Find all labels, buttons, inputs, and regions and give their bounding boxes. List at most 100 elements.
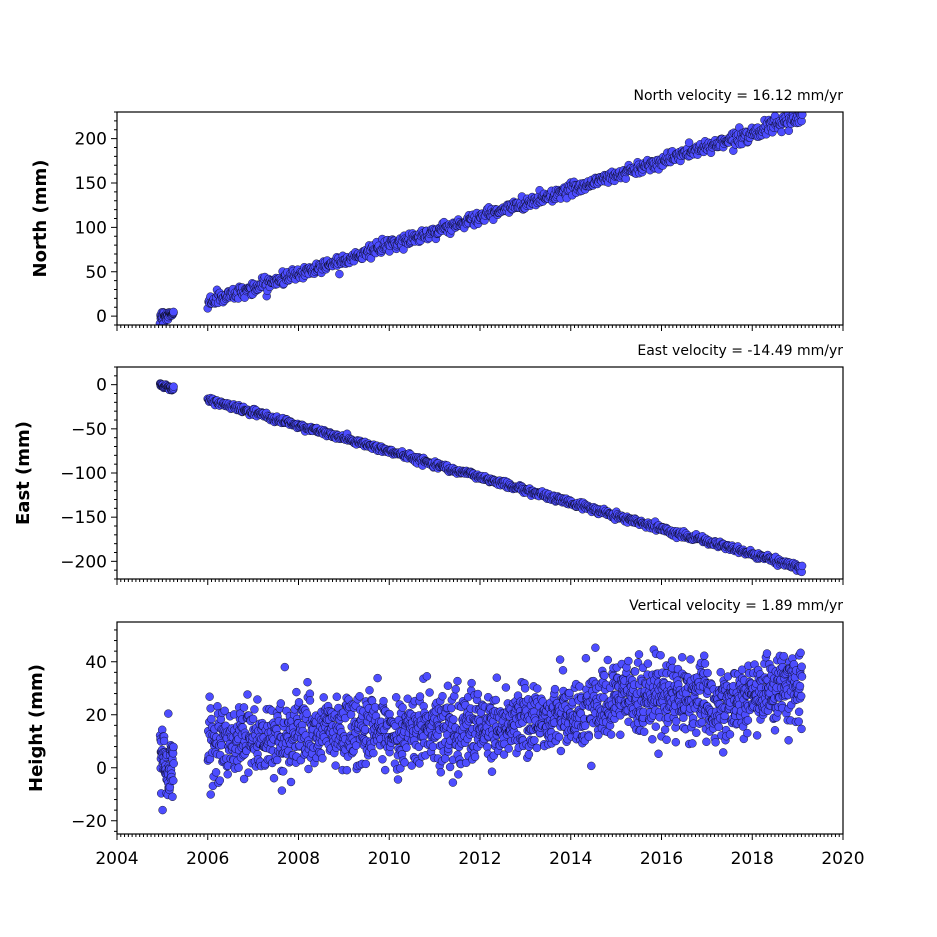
data-point	[438, 692, 447, 701]
data-point	[648, 735, 657, 744]
data-point	[280, 662, 289, 672]
data-point	[554, 732, 564, 742]
data-point	[797, 561, 807, 571]
data-point	[692, 728, 701, 737]
data-point	[453, 676, 462, 686]
data-point	[385, 709, 394, 719]
data-point	[448, 778, 458, 787]
data-point	[213, 702, 222, 711]
data-point	[700, 659, 710, 668]
data-point	[797, 691, 806, 701]
data-point	[524, 750, 534, 759]
data-point	[703, 668, 712, 678]
data-point	[164, 709, 173, 718]
data-point	[400, 758, 409, 767]
chart-panel-2: 0 −50 −100 −150 −200 East (mm) East velocity =…	[13, 343, 844, 585]
data-point	[168, 792, 177, 801]
data-point	[565, 688, 574, 698]
y-axis-label: Height (mm)	[26, 664, 47, 792]
data-points	[155, 643, 807, 815]
velocity-title: North velocity = 16.12 mm/yr	[633, 88, 843, 104]
y-tick-label: −150	[60, 508, 107, 528]
data-point	[798, 112, 807, 119]
data-point	[672, 717, 681, 726]
data-point	[415, 692, 425, 701]
data-point	[752, 731, 762, 740]
data-point	[504, 744, 513, 753]
data-point	[633, 658, 643, 667]
data-point	[470, 752, 480, 761]
data-point	[217, 741, 226, 750]
data-point	[743, 728, 752, 738]
data-point	[777, 127, 786, 137]
data-point	[794, 717, 803, 726]
x-tick-label: 2018	[731, 849, 774, 869]
velocity-title: East velocity = -14.49 mm/yr	[637, 343, 843, 359]
data-point	[616, 730, 625, 739]
data-point	[318, 754, 327, 763]
data-point	[425, 688, 434, 697]
data-point	[248, 714, 258, 724]
data-point	[584, 732, 593, 741]
data-point	[451, 685, 460, 694]
data-point	[244, 768, 253, 777]
data-point	[762, 649, 772, 658]
data-point	[415, 759, 424, 768]
data-point	[770, 726, 780, 735]
x-tick-label: 2006	[186, 849, 229, 869]
x-tick-label: 2012	[458, 849, 501, 869]
y-axis-label: East (mm)	[13, 421, 34, 525]
data-point	[581, 721, 590, 730]
data-point	[660, 725, 670, 734]
data-point	[678, 653, 687, 662]
x-tick-label: 2016	[640, 849, 683, 869]
data-point	[365, 686, 374, 695]
data-point	[436, 768, 445, 777]
data-point	[796, 648, 805, 657]
data-point	[725, 730, 735, 739]
data-point	[454, 770, 463, 779]
data-point	[449, 715, 458, 724]
data-point	[273, 755, 282, 765]
data-point	[716, 668, 725, 677]
data-point	[743, 716, 753, 725]
data-point	[396, 764, 405, 773]
data-point	[407, 761, 416, 770]
data-point	[662, 735, 671, 744]
data-point	[205, 692, 214, 701]
data-point	[581, 654, 591, 663]
data-point	[797, 672, 807, 681]
y-tick-label: 150	[75, 174, 107, 194]
data-point	[491, 695, 500, 705]
data-point	[634, 650, 644, 659]
data-point	[428, 742, 438, 751]
data-point	[276, 699, 285, 708]
data-point	[784, 736, 793, 745]
data-point	[234, 763, 243, 772]
x-tick-label: 2004	[95, 849, 138, 869]
data-point	[159, 736, 169, 746]
data-point	[719, 748, 728, 757]
x-tick-label: 2020	[821, 849, 864, 869]
data-point	[624, 656, 633, 666]
data-point	[378, 755, 387, 764]
data-point	[211, 768, 221, 777]
data-point	[501, 683, 511, 692]
data-point	[688, 739, 697, 748]
data-point	[169, 382, 178, 391]
data-point	[714, 722, 723, 732]
data-point	[700, 651, 709, 660]
y-tick-label: 40	[85, 653, 107, 673]
data-point	[253, 695, 262, 704]
data-point	[392, 693, 401, 702]
data-point	[379, 696, 388, 706]
data-point	[223, 770, 232, 779]
data-point	[445, 762, 455, 772]
data-point	[443, 681, 453, 690]
data-point	[651, 722, 660, 731]
y-tick-label: 0	[96, 759, 107, 779]
data-point	[779, 652, 788, 661]
data-point	[355, 692, 364, 701]
data-point	[250, 705, 259, 714]
chart-panel-1: 0 50 100 150 200 North (mm) North velocity = 1…	[30, 88, 844, 331]
